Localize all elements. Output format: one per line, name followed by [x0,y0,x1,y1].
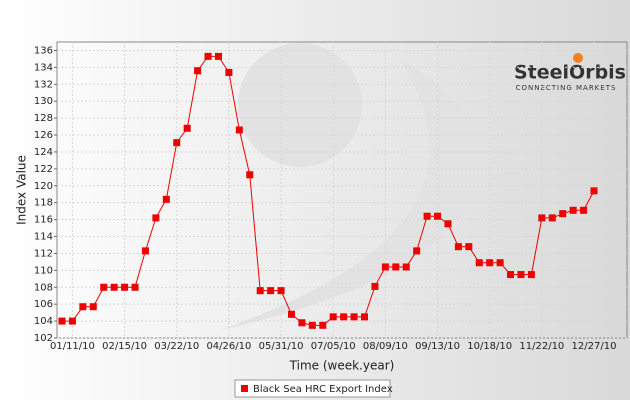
data-point [486,259,494,267]
data-point [110,283,118,291]
x-tick-label: 11/22/10 [519,341,564,352]
data-point [402,263,410,271]
data-point [68,317,76,325]
y-tick-label: 122 [34,164,53,175]
data-point [256,287,264,295]
data-point [194,67,202,75]
y-tick-label: 104 [34,316,53,327]
data-point [204,52,212,60]
data-point [79,303,87,311]
data-point [454,243,462,251]
legend-label: Black Sea HRC Export Index [253,384,393,395]
y-tick-label: 116 [34,215,53,226]
data-point [58,317,66,325]
data-point [434,212,442,220]
data-point [152,214,160,222]
y-tick-label: 136 [34,45,53,56]
data-point [381,263,389,271]
data-point [121,283,129,291]
legend-swatch [241,385,248,392]
data-point [225,68,233,76]
x-tick-label: 01/11/10 [50,341,95,352]
data-point [267,287,275,295]
data-point [517,271,525,279]
logo-name: SteelOrbis [514,62,626,84]
y-tick-label: 124 [34,147,53,158]
x-tick-label: 04/26/10 [206,341,251,352]
x-tick-label: 05/31/10 [259,341,304,352]
data-point [444,220,452,228]
x-tick-label: 12/27/10 [572,341,617,352]
y-tick-label: 126 [34,130,53,141]
x-tick-label: 07/05/10 [311,341,356,352]
data-point [173,139,181,147]
x-tick-label: 09/13/10 [415,341,460,352]
data-point [361,313,369,321]
y-tick-label: 114 [34,232,53,243]
logo-mark [573,53,583,63]
legend [234,379,391,398]
data-point [214,52,222,60]
data-point [507,271,515,279]
series-line [62,55,595,326]
data-point [183,124,191,132]
data-point [569,206,577,214]
x-tick-label: 08/09/10 [363,341,408,352]
data-point [527,271,535,279]
data-point [548,214,556,222]
x-tick-label: 10/18/10 [467,341,512,352]
data-point [392,263,400,271]
data-point [298,319,306,327]
data-point [287,310,295,318]
x-axis-label: Time (week.year) [289,359,395,373]
data-point [131,283,139,291]
data-point [371,282,379,290]
data-point [559,210,567,218]
data-point [100,283,108,291]
data-point [235,126,243,134]
data-point [308,321,316,329]
y-tick-label: 132 [34,79,53,90]
y-tick-label: 120 [34,181,53,192]
data-point [141,247,149,255]
y-tick-label: 106 [34,299,53,310]
y-tick-label: 110 [34,265,53,276]
data-point [496,259,504,267]
y-tick-label: 102 [34,333,53,344]
watermark [220,43,481,330]
x-tick-label: 02/15/10 [102,341,147,352]
x-tick-label: 03/22/10 [154,341,199,352]
data-point [350,313,358,321]
y-axis-label: Index Value [15,155,29,225]
data-point [580,206,588,214]
data-point [465,243,473,251]
y-tick-label: 134 [34,62,53,73]
logo-tagline: CONNECTING MARKETS [516,84,617,92]
data-point [340,313,348,321]
y-tick-label: 112 [34,248,53,259]
data-point [413,247,421,255]
data-point [329,313,337,321]
data-point [162,195,170,203]
data-point [538,214,546,222]
data-point [277,287,285,295]
y-tick-label: 130 [34,96,53,107]
y-tick-label: 118 [34,198,53,209]
data-point [423,212,431,220]
y-tick-label: 108 [34,282,53,293]
data-point [475,259,483,267]
data-point [89,303,97,311]
data-point [319,321,327,329]
data-point [246,171,254,179]
data-point [590,187,598,195]
y-tick-label: 128 [34,113,53,124]
